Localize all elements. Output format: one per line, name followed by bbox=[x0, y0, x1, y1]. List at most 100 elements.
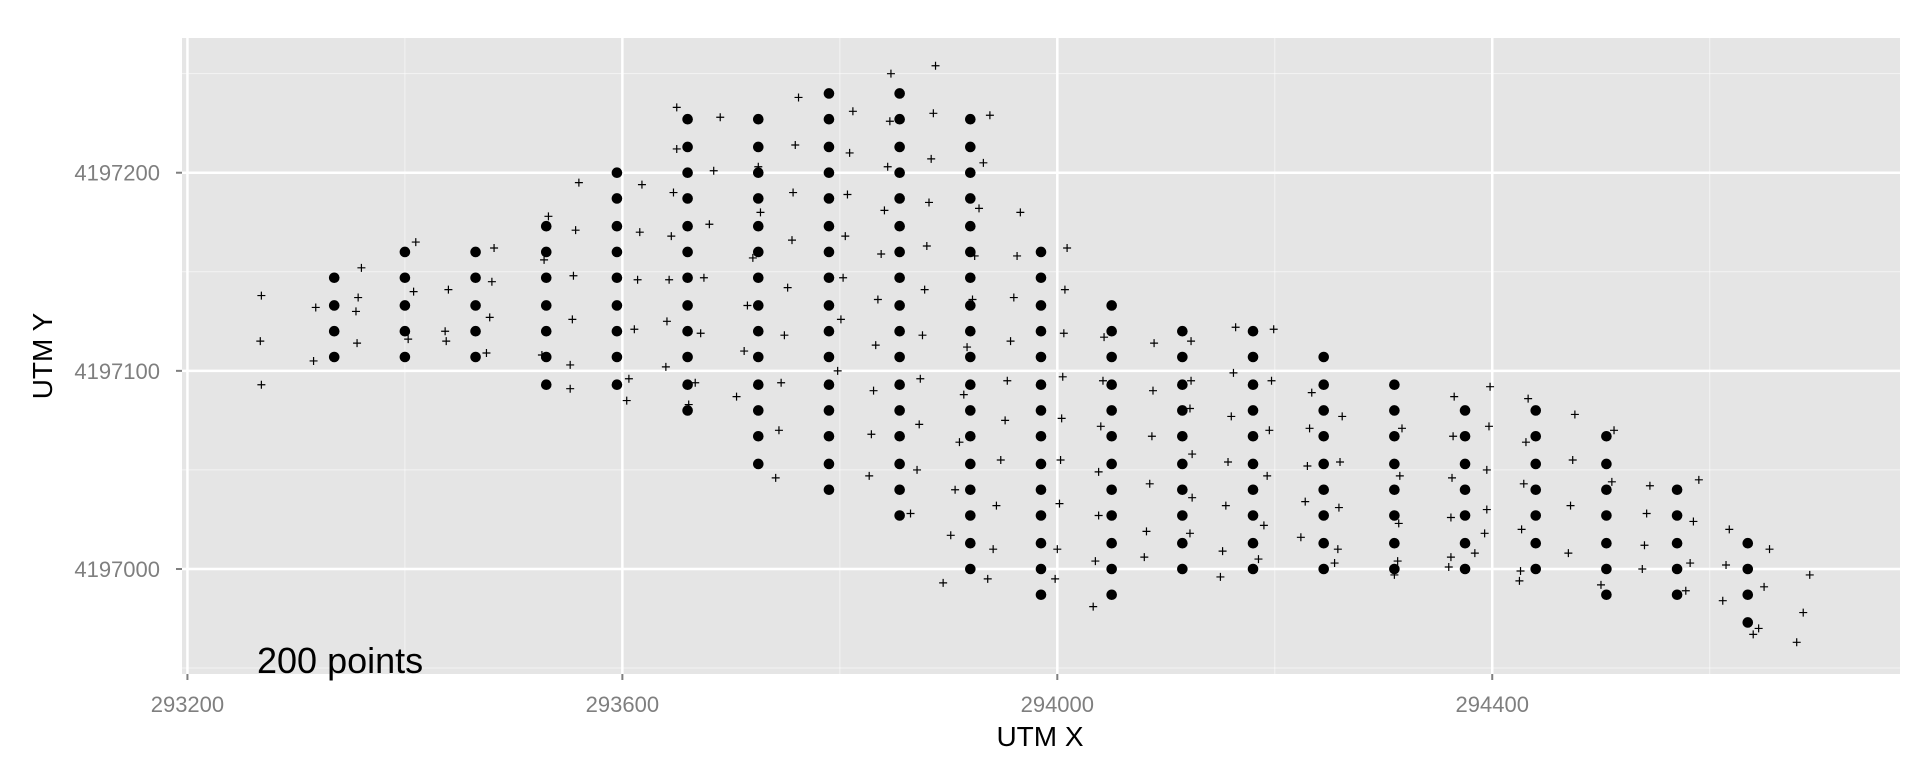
sample-point bbox=[823, 167, 835, 179]
grid-point bbox=[946, 531, 955, 540]
sample-point bbox=[470, 351, 481, 363]
sample-point bbox=[1389, 510, 1400, 521]
sample-point bbox=[1742, 617, 1754, 628]
grid-point bbox=[833, 366, 842, 375]
sample-point bbox=[1671, 510, 1683, 521]
sample-point bbox=[1671, 484, 1683, 496]
grid-point bbox=[885, 117, 894, 126]
sample-point bbox=[894, 325, 905, 337]
grid-point bbox=[1334, 503, 1343, 512]
x-axis-title: UTM X bbox=[996, 721, 1083, 752]
grid-point bbox=[1607, 477, 1616, 486]
grid-point bbox=[839, 273, 848, 282]
sample-point bbox=[894, 167, 905, 179]
grid-point bbox=[774, 426, 783, 435]
sample-point bbox=[1389, 458, 1400, 470]
grid-point bbox=[569, 271, 578, 280]
grid-point bbox=[732, 392, 741, 401]
grid-point bbox=[867, 430, 876, 439]
grid-point bbox=[1221, 501, 1230, 510]
grid-point bbox=[404, 335, 413, 344]
grid-point bbox=[756, 208, 765, 217]
sample-point bbox=[1530, 405, 1542, 416]
grid-point bbox=[1053, 545, 1062, 554]
grid-point bbox=[841, 232, 850, 241]
grid-point bbox=[1187, 337, 1196, 346]
sample-point bbox=[1459, 484, 1471, 496]
sample-point bbox=[1177, 405, 1188, 416]
grid-point bbox=[1799, 608, 1808, 617]
sample-point bbox=[1247, 484, 1259, 496]
sample-point bbox=[894, 430, 905, 442]
grid-point bbox=[1091, 557, 1100, 566]
grid-point bbox=[1333, 545, 1342, 554]
sample-point bbox=[1106, 300, 1117, 311]
sample-point bbox=[823, 405, 835, 416]
sample-point bbox=[611, 325, 623, 337]
sample-point bbox=[894, 246, 905, 258]
sample-point bbox=[1459, 510, 1471, 521]
grid-point bbox=[309, 356, 318, 365]
sample-point bbox=[540, 220, 552, 232]
grid-point bbox=[1305, 424, 1314, 433]
grid-point bbox=[871, 341, 880, 350]
sample-point bbox=[965, 300, 976, 311]
grid-point bbox=[963, 343, 972, 352]
sample-point bbox=[1106, 325, 1117, 337]
sample-point bbox=[1035, 246, 1047, 258]
sample-point bbox=[682, 300, 693, 311]
sample-point bbox=[894, 141, 905, 153]
sample-point bbox=[894, 272, 905, 284]
sample-point bbox=[611, 300, 623, 311]
grid-point bbox=[1140, 553, 1149, 562]
grid-point bbox=[1009, 293, 1018, 302]
sample-point bbox=[1530, 537, 1542, 549]
sample-point bbox=[965, 510, 976, 521]
grid-point bbox=[1524, 394, 1533, 403]
grid-point bbox=[983, 574, 992, 583]
sample-point bbox=[1601, 484, 1612, 496]
sample-point bbox=[1035, 537, 1047, 549]
grid-point bbox=[939, 578, 948, 587]
sample-point bbox=[965, 405, 976, 416]
sample-point bbox=[894, 484, 905, 496]
grid-point bbox=[877, 249, 886, 258]
grid-point bbox=[1003, 376, 1012, 385]
grid-point bbox=[622, 396, 631, 405]
sample-point bbox=[752, 300, 764, 311]
grid-point bbox=[985, 111, 994, 120]
sample-point bbox=[965, 430, 976, 442]
sample-point bbox=[823, 430, 835, 442]
grid-point bbox=[1303, 461, 1312, 470]
sample-point bbox=[752, 272, 764, 284]
sample-point bbox=[399, 246, 411, 258]
y-tick-label: 4197100 bbox=[74, 359, 160, 384]
sample-point bbox=[965, 220, 976, 232]
grid-point bbox=[1568, 456, 1577, 465]
grid-point bbox=[1446, 513, 1455, 522]
sample-point bbox=[1671, 537, 1683, 549]
sample-point bbox=[540, 325, 552, 337]
grid-point bbox=[970, 251, 979, 260]
sample-point bbox=[1247, 563, 1259, 575]
sample-point bbox=[752, 246, 764, 258]
grid-point bbox=[487, 277, 496, 286]
grid-point bbox=[951, 485, 960, 494]
sample-point bbox=[611, 246, 623, 258]
grid-point bbox=[794, 93, 803, 102]
sample-point bbox=[1530, 510, 1542, 521]
grid-point bbox=[1394, 519, 1403, 528]
grid-point bbox=[1805, 570, 1814, 579]
sample-point bbox=[1742, 589, 1754, 601]
grid-point bbox=[906, 509, 915, 518]
grid-point bbox=[568, 315, 577, 324]
sample-point bbox=[1247, 351, 1259, 363]
grid-point bbox=[992, 501, 1001, 510]
grid-point bbox=[880, 206, 889, 215]
sample-point bbox=[1035, 351, 1047, 363]
point-count-annotation: 200 points bbox=[257, 640, 423, 681]
grid-point bbox=[1398, 424, 1406, 433]
grid-point bbox=[669, 188, 678, 197]
sample-point bbox=[1035, 458, 1047, 470]
